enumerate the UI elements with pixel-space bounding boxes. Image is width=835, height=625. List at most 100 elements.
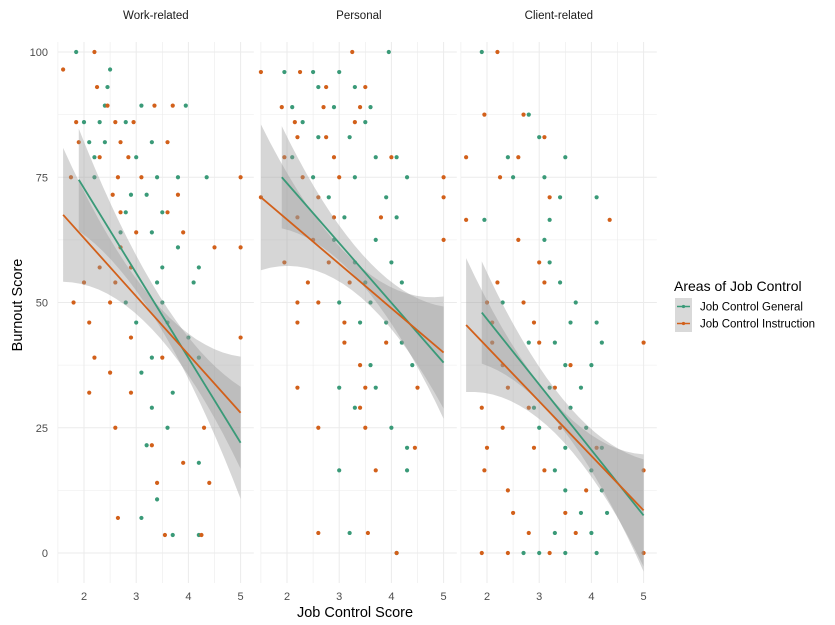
data-point — [347, 135, 352, 140]
data-point — [292, 120, 297, 125]
data-point — [123, 120, 128, 125]
data-point — [311, 69, 316, 75]
data-point — [295, 135, 300, 140]
data-point — [170, 532, 175, 538]
data-point — [563, 445, 568, 450]
data-point — [282, 155, 287, 160]
data-point — [71, 300, 76, 305]
data-point — [212, 245, 217, 250]
data-point — [134, 230, 139, 235]
data-point — [479, 405, 484, 410]
data-point — [76, 140, 81, 145]
confidence-band — [63, 147, 241, 469]
confidence-band — [281, 126, 444, 419]
data-point — [516, 155, 521, 160]
data-point — [316, 195, 321, 200]
data-point — [337, 175, 342, 180]
data-point — [357, 363, 363, 368]
data-point — [196, 355, 201, 360]
data-point — [139, 175, 144, 180]
data-point — [92, 49, 97, 55]
data-point — [568, 320, 573, 325]
data-point — [165, 210, 170, 215]
data-point — [365, 530, 371, 536]
data-point — [415, 385, 420, 390]
data-point — [279, 105, 284, 110]
data-point — [139, 515, 144, 521]
data-point — [410, 363, 415, 368]
data-point — [526, 112, 531, 117]
data-point — [389, 260, 394, 265]
data-point — [589, 468, 594, 473]
data-point — [594, 195, 599, 200]
data-point — [363, 385, 368, 390]
data-point — [464, 155, 469, 160]
data-point — [316, 425, 321, 430]
data-point — [563, 510, 568, 516]
data-point — [482, 112, 487, 117]
data-point — [464, 217, 469, 222]
data-point — [363, 425, 368, 430]
data-point — [105, 84, 110, 90]
data-point — [531, 445, 537, 450]
data-point — [350, 49, 355, 55]
data-point — [557, 280, 563, 285]
data-point — [131, 120, 136, 125]
data-point — [81, 120, 87, 125]
data-point — [128, 335, 134, 340]
data-point — [352, 405, 357, 410]
data-point — [152, 103, 157, 108]
data-point — [589, 363, 594, 368]
data-point — [238, 335, 243, 340]
regression-line — [62, 214, 242, 414]
data-point — [181, 460, 186, 465]
data-point — [531, 405, 537, 410]
data-point — [357, 405, 363, 410]
data-point — [186, 335, 191, 340]
data-point — [399, 280, 404, 285]
data-point — [92, 155, 97, 160]
data-point — [641, 340, 646, 345]
data-point — [238, 245, 243, 250]
data-point — [526, 340, 531, 345]
data-point — [165, 425, 170, 430]
data-point — [97, 265, 102, 270]
data-point — [149, 230, 154, 235]
data-point — [118, 230, 123, 235]
data-point — [363, 84, 368, 90]
data-point — [505, 550, 510, 556]
x-tick-label: 5 — [238, 591, 244, 603]
legend-label-general: Job Control General — [700, 302, 803, 314]
data-point — [108, 300, 113, 305]
data-point — [321, 105, 326, 110]
data-point — [505, 385, 510, 390]
data-point — [191, 280, 196, 285]
data-point — [584, 488, 589, 493]
data-point — [196, 265, 201, 270]
data-point — [300, 120, 305, 125]
data-point — [537, 550, 542, 556]
data-point — [347, 280, 352, 285]
data-point — [604, 510, 610, 516]
data-point — [160, 210, 165, 215]
regression-line — [260, 196, 445, 354]
data-point — [316, 300, 321, 305]
data-point — [547, 550, 552, 556]
data-point — [123, 210, 128, 215]
data-point — [552, 385, 557, 390]
data-point — [404, 468, 410, 473]
data-point — [394, 215, 399, 220]
data-point — [479, 550, 484, 556]
y-tick-label: 75 — [36, 172, 48, 184]
data-point — [521, 550, 526, 556]
data-point — [352, 120, 357, 125]
data-point — [295, 320, 300, 325]
data-point — [94, 84, 100, 90]
data-point — [290, 105, 295, 110]
confidence-band — [78, 128, 241, 499]
data-point — [505, 155, 510, 160]
data-point — [552, 530, 557, 536]
data-point — [170, 103, 175, 108]
data-point — [324, 135, 329, 140]
